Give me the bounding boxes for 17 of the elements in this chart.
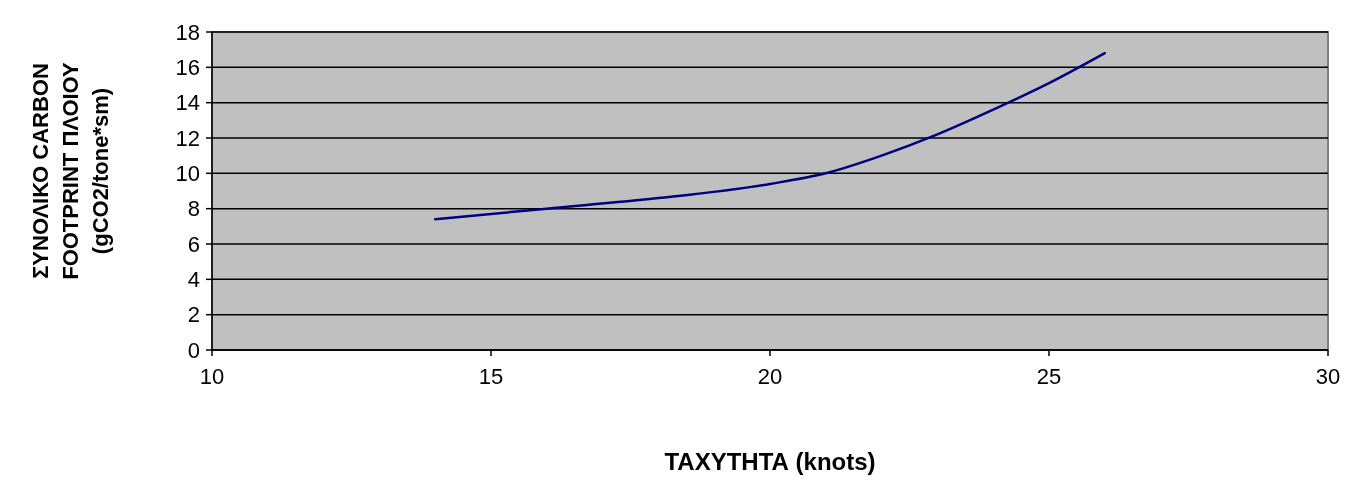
y-tick-label: 2 [187, 302, 200, 328]
y-tick-label: 14 [175, 90, 200, 116]
y-tick-label: 12 [175, 125, 200, 151]
x-tick-label: 30 [1315, 364, 1341, 389]
x-tick-label: 15 [478, 364, 504, 389]
y-tick-label: 0 [187, 337, 200, 363]
y-tick-label: 18 [175, 19, 200, 45]
x-tick-label: 25 [1036, 364, 1062, 389]
line-series [433, 51, 1107, 221]
y-tick-label: 4 [187, 267, 200, 293]
x-tick-label: 20 [757, 364, 783, 389]
y-tick-label: 10 [175, 161, 200, 187]
y-tick-label: 8 [187, 196, 200, 222]
y-tick-label: 6 [187, 231, 200, 257]
y-tick-label: 16 [175, 55, 200, 81]
x-axis-title: ΤΑΧΥΤΗΤΑ (knots) [664, 448, 876, 475]
y-axis-title: ΣΥΝΟΛΙΚΟ CARBON FOOTPRINT ΠΛΟΙΟΥ (gCO2/tone*sm) [28, 61, 113, 280]
